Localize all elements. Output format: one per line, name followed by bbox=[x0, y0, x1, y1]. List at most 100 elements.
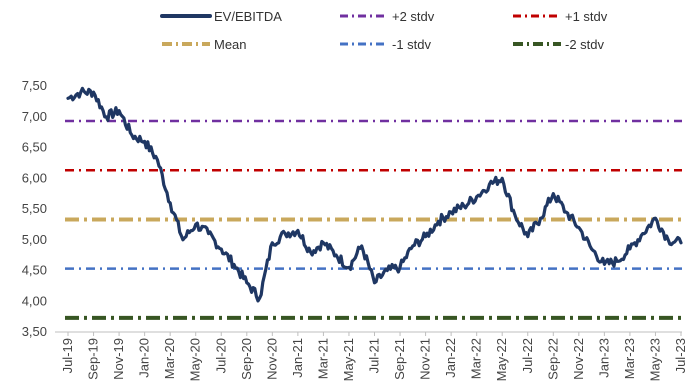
ev-ebitda-point bbox=[386, 269, 389, 272]
x-tick-label: Jan-20 bbox=[137, 338, 152, 378]
ev-ebitda-point bbox=[105, 115, 108, 118]
y-tick-label: 5,00 bbox=[22, 232, 47, 247]
ev-ebitda-point bbox=[156, 158, 159, 161]
legend-label-plus2-stdv: +2 stdv bbox=[392, 8, 435, 24]
x-tick-label: Nov-22 bbox=[571, 338, 586, 380]
x-tick-label: Nov-19 bbox=[111, 338, 126, 380]
y-tick-label: 5,50 bbox=[22, 201, 47, 216]
y-tick-label: 7,50 bbox=[22, 78, 47, 93]
ev-ebitda-point bbox=[322, 241, 325, 245]
ev-ebitda-point bbox=[66, 97, 70, 100]
legend-swatch-mean bbox=[162, 42, 210, 46]
x-tick-label: Mar-23 bbox=[622, 338, 637, 379]
legend-label-minus2-stdv: -2 stdv bbox=[565, 36, 605, 52]
x-tick-label: Jul-20 bbox=[213, 338, 228, 373]
ev-ebitda-point bbox=[258, 296, 261, 300]
x-tick-label: Jan-21 bbox=[290, 338, 305, 378]
ev-ebitda-point bbox=[117, 109, 121, 112]
x-tick-label: Nov-21 bbox=[418, 338, 433, 380]
ev-ebitda-point bbox=[283, 232, 287, 235]
legend-label-mean: Mean bbox=[214, 36, 247, 52]
legend-item-plus2-stdv: +2 stdv bbox=[338, 6, 434, 26]
ev-ebitda-point bbox=[539, 217, 542, 220]
ev-ebitda-point bbox=[143, 140, 146, 143]
ev-ebitda-point bbox=[424, 235, 427, 238]
ev-ebitda-point bbox=[603, 263, 606, 266]
ev-ebitda-point bbox=[245, 281, 248, 284]
y-tick-label: 3,50 bbox=[22, 324, 47, 339]
x-tick-label: Mar-20 bbox=[162, 338, 177, 379]
ev-ebitda-point bbox=[564, 210, 568, 214]
ev-ebitda-point bbox=[437, 220, 440, 223]
legend-swatch-minus1-stdv bbox=[340, 42, 388, 46]
ev-ebitda-point bbox=[232, 263, 236, 266]
legend-swatch-plus2-stdv bbox=[340, 14, 388, 18]
ev-ebitda-point bbox=[475, 195, 478, 198]
x-tick-label: Jul-19 bbox=[60, 338, 75, 373]
ev-ebitda-point bbox=[501, 177, 504, 180]
legend-label-minus1-stdv: -1 stdv bbox=[392, 36, 432, 52]
x-tick-label: Nov-20 bbox=[264, 338, 279, 380]
ev-ebitda-point bbox=[449, 210, 453, 214]
y-tick-label: 6,50 bbox=[22, 140, 47, 155]
ev-ebitda-point bbox=[360, 244, 363, 248]
ev-ebitda-point bbox=[679, 241, 683, 245]
y-tick-label: 4,00 bbox=[22, 293, 47, 308]
x-tick-label: May-20 bbox=[188, 338, 203, 381]
x-tick-label: Sep-21 bbox=[392, 338, 407, 380]
x-tick-label: Sep-20 bbox=[239, 338, 254, 380]
ev-ebitda-point bbox=[667, 238, 670, 241]
x-tick-label: Mar-21 bbox=[315, 338, 330, 379]
ev-ebitda-point bbox=[334, 253, 338, 257]
legend-swatch-minus2-stdv bbox=[513, 42, 561, 46]
legend-item-mean: Mean bbox=[160, 34, 247, 54]
chart-legend: EV/EBITDA +2 stdv +1 stdv Mean -1 stdv -… bbox=[0, 0, 699, 60]
ev-ebitda-point bbox=[411, 244, 415, 248]
x-tick-label: Sep-19 bbox=[86, 338, 101, 380]
ev-ebitda-point bbox=[513, 213, 517, 217]
x-tick-label: Jan-22 bbox=[443, 338, 458, 378]
legend-swatch-ev-ebitda bbox=[160, 14, 212, 18]
ev-ebitda-point bbox=[615, 260, 619, 263]
legend-label-ev-ebitda: EV/EBITDA bbox=[214, 8, 282, 24]
ev-ebitda-point bbox=[220, 247, 223, 251]
y-tick-label: 4,50 bbox=[22, 263, 47, 278]
legend-item-minus1-stdv: -1 stdv bbox=[338, 34, 431, 54]
ev-ebitda-point bbox=[194, 223, 197, 226]
ev-ebitda-point bbox=[628, 247, 632, 251]
y-tick-label: 7,00 bbox=[22, 109, 47, 124]
ev-ebitda-point bbox=[347, 266, 351, 269]
ev-ebitda-point bbox=[181, 238, 185, 241]
ev-ebitda-point bbox=[296, 229, 300, 232]
ev-ebitda-point bbox=[552, 192, 555, 195]
legend-label-plus1-stdv: +1 stdv bbox=[565, 8, 608, 24]
ev-ebitda-point bbox=[309, 250, 312, 254]
x-tick-label: Jul-22 bbox=[520, 338, 535, 373]
ev-ebitda-point bbox=[641, 232, 644, 235]
legend-item-ev-ebitda: EV/EBITDA bbox=[160, 6, 282, 26]
ev-ebitda-point bbox=[207, 232, 210, 235]
legend-swatch-plus1-stdv bbox=[513, 14, 561, 18]
x-tick-label: Jan-23 bbox=[596, 338, 611, 378]
ev-ebitda-point bbox=[526, 235, 529, 238]
ev-ebitda-point bbox=[79, 90, 82, 94]
ev-ebitda-point bbox=[398, 266, 402, 269]
x-tick-label: May-21 bbox=[341, 338, 356, 381]
x-tick-label: Sep-22 bbox=[545, 338, 560, 380]
x-tick-label: May-23 bbox=[647, 338, 662, 381]
legend-item-minus2-stdv: -2 stdv bbox=[511, 34, 604, 54]
ev-ebitda-point bbox=[373, 281, 376, 284]
legend-item-plus1-stdv: +1 stdv bbox=[511, 6, 607, 26]
ev-ebitda-point bbox=[168, 201, 172, 205]
x-tick-label: Mar-22 bbox=[469, 338, 484, 379]
x-tick-label: May-22 bbox=[494, 338, 509, 381]
ev-ebitda-point bbox=[488, 183, 491, 186]
ev-ebitda-point bbox=[462, 204, 466, 208]
ev-ebitda-point bbox=[577, 226, 581, 229]
x-tick-label: Jul-21 bbox=[367, 338, 382, 373]
ev-ebitda-point bbox=[271, 241, 274, 245]
ev-ebitda-point bbox=[654, 217, 657, 220]
ev-ebitda-point bbox=[92, 90, 95, 94]
x-tick-label: Jul-23 bbox=[673, 338, 688, 373]
